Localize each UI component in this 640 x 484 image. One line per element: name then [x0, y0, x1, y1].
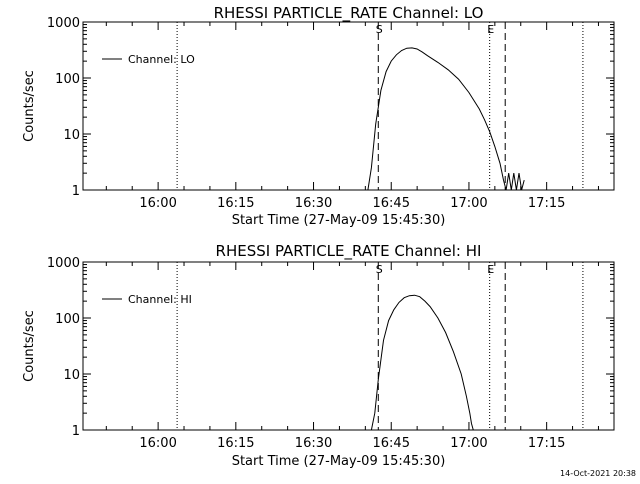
- x-tick-label: 17:00: [450, 196, 487, 211]
- series-line: [367, 47, 525, 191]
- x-tick-label: 16:15: [217, 436, 254, 451]
- marker-label: S: [376, 23, 383, 36]
- y-tick-label: 1000: [47, 16, 80, 31]
- chart-title: RHESSI PARTICLE_RATE Channel: HI: [216, 242, 482, 261]
- y-tick-label: 10: [63, 128, 80, 143]
- y-tick-label: 100: [55, 312, 80, 327]
- legend-label: Channel: LO: [128, 53, 195, 66]
- x-tick-label: 16:00: [139, 196, 176, 211]
- marker-label: S: [376, 263, 383, 276]
- x-tick-label: 17:15: [528, 436, 565, 451]
- y-axis-label: Counts/sec: [22, 310, 37, 382]
- y-tick-label: 100: [55, 72, 80, 87]
- y-axis-label: Counts/sec: [22, 70, 37, 142]
- x-tick-label: 16:30: [295, 436, 332, 451]
- x-tick-label: 16:45: [373, 196, 410, 211]
- marker-label: E: [487, 263, 494, 276]
- y-tick-label: 10: [63, 368, 80, 383]
- x-axis-label: Start Time (27-May-09 15:45:30): [232, 454, 446, 469]
- plot-frame: [82, 261, 615, 431]
- x-axis-label: Start Time (27-May-09 15:45:30): [232, 213, 446, 228]
- series-line: [370, 294, 474, 431]
- footer-timestamp: 14-Oct-2021 20:38: [560, 469, 636, 478]
- x-tick-label: 16:15: [217, 196, 254, 211]
- x-tick-label: 16:00: [139, 436, 176, 451]
- x-tick-label: 17:15: [528, 196, 565, 211]
- y-tick-label: 1000: [47, 256, 80, 271]
- x-tick-label: 16:45: [373, 436, 410, 451]
- y-tick-label: 1: [72, 184, 80, 199]
- plot-frame: [82, 21, 615, 191]
- chart-title: RHESSI PARTICLE_RATE Channel: LO: [214, 4, 484, 23]
- marker-label: E: [487, 23, 494, 36]
- x-tick-label: 16:30: [295, 196, 332, 211]
- y-tick-label: 1: [72, 424, 80, 439]
- x-tick-label: 17:00: [450, 436, 487, 451]
- legend-label: Channel: HI: [128, 293, 192, 306]
